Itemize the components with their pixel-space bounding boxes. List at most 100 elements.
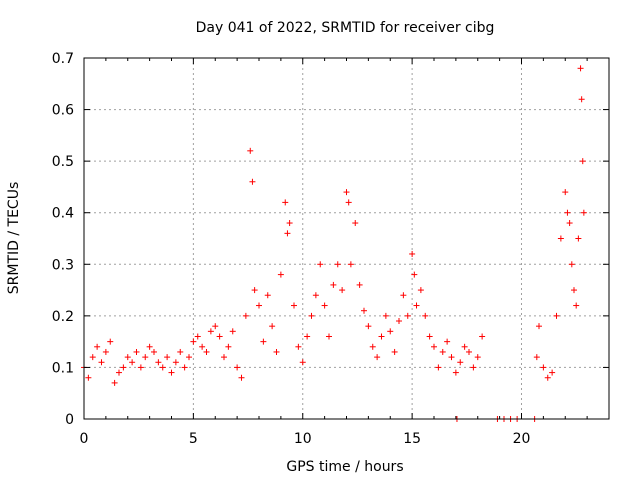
data-point <box>566 220 573 227</box>
data-point <box>282 199 289 206</box>
data-point <box>229 328 236 335</box>
data-point <box>573 302 580 309</box>
data-point <box>352 220 359 227</box>
data-point <box>345 199 352 206</box>
data-point <box>369 343 376 350</box>
data-point <box>470 364 477 371</box>
x-axis-label: GPS time / hours <box>286 459 403 475</box>
data-point <box>553 312 560 319</box>
data-point <box>177 348 184 355</box>
x-tick-label: 20 <box>513 431 531 447</box>
data-point <box>273 348 280 355</box>
data-point <box>164 354 171 361</box>
data-point <box>564 209 571 216</box>
data-point <box>422 312 429 319</box>
chart-title: Day 041 of 2022, SRMTID for receiver cib… <box>196 20 495 36</box>
data-point <box>260 338 267 345</box>
data-point <box>286 220 293 227</box>
y-tick-label: 0.5 <box>52 154 74 170</box>
data-point <box>129 359 136 366</box>
data-point <box>391 348 398 355</box>
grid <box>84 58 609 419</box>
data-point <box>312 292 319 299</box>
data-point <box>111 379 118 386</box>
data-point <box>557 235 564 242</box>
data-point <box>216 333 223 340</box>
data-point <box>549 369 556 376</box>
data-point <box>85 374 92 381</box>
data-point <box>457 359 464 366</box>
data-point <box>212 323 219 330</box>
data-point <box>299 359 306 366</box>
data-point <box>382 312 389 319</box>
data-point <box>225 343 232 350</box>
data-point <box>409 250 416 257</box>
data-point <box>321 302 328 309</box>
data-point <box>356 281 363 288</box>
data-point <box>343 189 350 196</box>
data-points <box>81 65 587 422</box>
data-point <box>579 158 586 165</box>
y-tick-label: 0 <box>65 412 74 428</box>
axis-ticks: 0 0.1 0.2 0.3 0.4 0.5 0.6 0.7 0 5 10 15 20 <box>52 51 609 447</box>
data-point <box>575 235 582 242</box>
data-point <box>120 364 127 371</box>
data-point <box>203 348 210 355</box>
data-point <box>448 354 455 361</box>
data-point <box>137 364 144 371</box>
data-point <box>199 343 206 350</box>
data-point <box>536 323 542 330</box>
y-tick-label: 0.2 <box>52 309 74 325</box>
data-point <box>439 348 446 355</box>
data-point <box>580 209 587 216</box>
data-point <box>540 364 547 371</box>
data-point <box>411 271 418 278</box>
data-point <box>387 328 394 335</box>
data-point <box>404 312 411 319</box>
y-tick-label: 0.3 <box>52 257 74 273</box>
data-point <box>431 343 437 350</box>
data-point <box>159 364 166 371</box>
data-point <box>277 271 284 278</box>
data-point <box>533 354 540 361</box>
data-point <box>269 323 276 330</box>
data-point <box>151 348 157 355</box>
data-point <box>94 343 101 350</box>
data-point <box>426 333 433 340</box>
data-point <box>172 359 179 366</box>
data-point <box>444 338 451 345</box>
data-point <box>461 343 468 350</box>
data-point <box>339 287 346 294</box>
data-point <box>251 287 258 294</box>
x-tick-label: 0 <box>80 431 89 447</box>
data-point <box>264 292 271 299</box>
y-tick-label: 0.7 <box>52 51 74 67</box>
data-point <box>396 318 402 325</box>
data-point <box>466 348 472 355</box>
data-point <box>247 147 254 154</box>
x-tick-label: 10 <box>294 431 312 447</box>
data-point <box>400 292 407 299</box>
data-point <box>284 230 291 237</box>
data-point <box>142 354 149 361</box>
data-point <box>374 354 381 361</box>
data-point <box>168 369 175 376</box>
data-point <box>474 354 481 361</box>
data-point <box>234 364 241 371</box>
data-point <box>378 333 385 340</box>
data-point <box>347 261 354 268</box>
y-tick-label: 0.1 <box>52 360 74 376</box>
data-point <box>413 302 420 309</box>
data-point <box>98 359 105 366</box>
data-point <box>544 374 551 381</box>
data-point <box>295 343 302 350</box>
y-axis-label: SRMTID / TECUs <box>6 182 22 295</box>
data-point <box>89 354 96 361</box>
data-point <box>571 287 577 294</box>
data-point <box>308 312 315 319</box>
data-point <box>221 354 227 361</box>
data-point <box>317 261 324 268</box>
data-point <box>577 65 584 72</box>
data-point <box>578 96 585 103</box>
